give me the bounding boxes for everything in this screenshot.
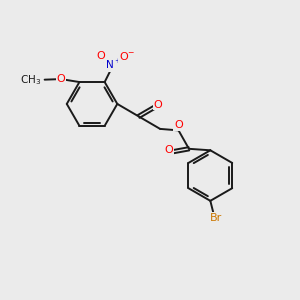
Text: CH$_3$: CH$_3$ — [20, 73, 41, 87]
Text: N$^+$: N$^+$ — [105, 58, 122, 71]
Text: O: O — [96, 51, 105, 61]
Text: O: O — [174, 120, 183, 130]
Text: O: O — [57, 74, 65, 84]
Text: Br: Br — [210, 213, 222, 223]
Text: O: O — [154, 100, 162, 110]
Text: O$^{-}$: O$^{-}$ — [119, 50, 136, 62]
Text: O: O — [165, 145, 173, 155]
